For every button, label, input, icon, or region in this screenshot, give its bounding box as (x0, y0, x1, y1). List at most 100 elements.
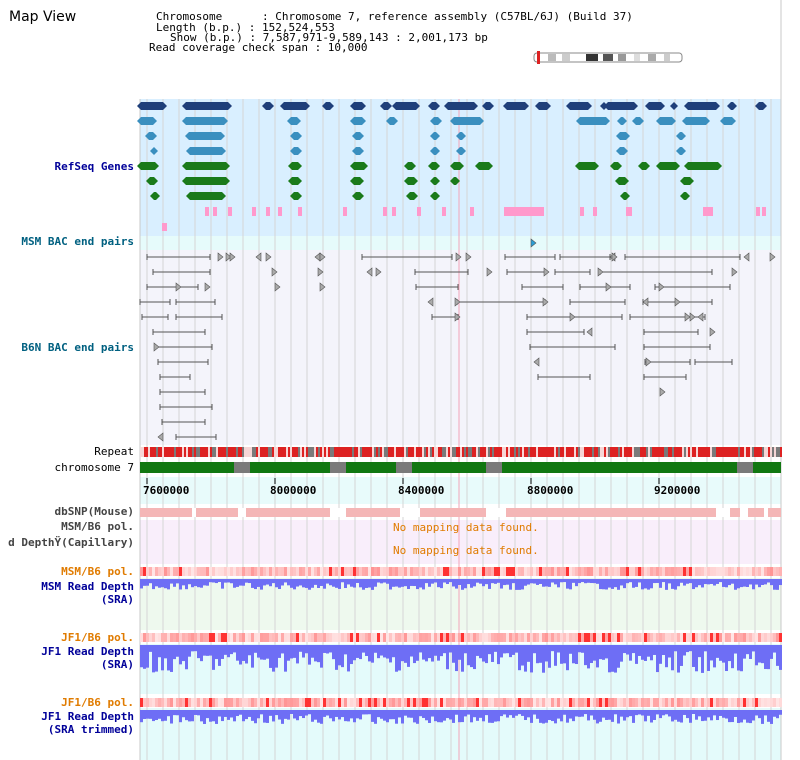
bac-end-marker (317, 267, 324, 277)
read-depth-bar (350, 579, 353, 587)
polymorphism-cell (140, 567, 143, 576)
polymorphism-cell (161, 698, 164, 707)
polymorphism-cell (170, 567, 173, 576)
chromosome-band (603, 54, 613, 61)
read-depth-bar (302, 579, 305, 588)
read-depth-bar (176, 645, 179, 657)
polymorphism-cell (257, 633, 260, 642)
polymorphism-cell (437, 567, 440, 576)
refseq-gene (350, 162, 368, 170)
read-depth-bar (530, 710, 533, 723)
polymorphism-cell (656, 633, 659, 642)
polymorphism-cell (674, 698, 677, 707)
read-depth-bar (740, 645, 743, 672)
polymorphism-cell (605, 698, 608, 707)
repeat-segment (318, 447, 320, 457)
polymorphism-cell (296, 633, 299, 642)
track-label-refseq[interactable]: RefSeq Genes (54, 160, 134, 173)
read-depth-bar (692, 710, 695, 715)
polymorphism-cell (590, 633, 593, 642)
repeat-segment (146, 447, 148, 457)
polymorphism-cell (347, 633, 350, 642)
read-depth-bar (617, 710, 620, 724)
track-label-msm-depth[interactable]: MSM Read Depth (41, 580, 134, 593)
read-depth-bar (587, 710, 590, 721)
read-depth-bar (314, 710, 317, 720)
polymorphism-cell (452, 698, 455, 707)
polymorphism-cell (362, 698, 365, 707)
repeat-segment (406, 447, 408, 457)
repeat-segment (320, 447, 322, 457)
read-depth-bar (611, 710, 614, 722)
refseq-gene (404, 177, 418, 185)
track-label-jf1-depth[interactable]: JF1 Read Depth (41, 645, 134, 658)
refseq-gene (186, 147, 226, 155)
read-depth-bar (185, 579, 188, 590)
polymorphism-cell (770, 567, 773, 576)
read-depth-bar (731, 710, 734, 723)
repeat-segment (742, 447, 744, 457)
polymorphism-cell (278, 567, 281, 576)
track-label-jf1-b6-pol[interactable]: JF1/B6 pol. (61, 631, 134, 644)
read-depth-bar (668, 710, 671, 717)
repeat-segment (680, 447, 682, 457)
track-label-jf1-depth-2[interactable]: JF1 Read Depth (41, 710, 134, 723)
read-depth-bar (743, 710, 746, 720)
polymorphism-cell (620, 633, 623, 642)
refseq-gene (676, 147, 686, 155)
polymorphism-cell (458, 567, 461, 576)
read-depth-bar (386, 579, 389, 584)
track-label-dbsnp[interactable]: dbSNP(Mouse) (54, 505, 134, 518)
track-label-msm-bac[interactable]: MSM BAC end pairs (21, 235, 134, 248)
track-label-b6n-bac[interactable]: B6N BAC end pairs (21, 341, 134, 354)
repeat-segment (592, 447, 594, 457)
polymorphism-cell (698, 567, 701, 576)
track-label-depth-capillary[interactable]: d DepthŸ(Capillary) (8, 536, 134, 549)
repeat-segment (598, 447, 600, 457)
read-depth-bar (644, 645, 647, 661)
dbsnp-gap (400, 508, 420, 517)
refseq-gene (727, 102, 737, 110)
track-label-msm-b6-pol-2[interactable]: MSM/B6 pol. (61, 565, 134, 578)
read-depth-bar (707, 645, 710, 671)
read-depth-bar (362, 710, 365, 715)
read-depth-bar (539, 579, 542, 584)
read-depth-bar (371, 645, 374, 663)
polymorphism-cell (155, 567, 158, 576)
track-label-jf1-b6-pol-2[interactable]: JF1/B6 pol. (61, 696, 134, 709)
read-depth-bar (716, 579, 719, 584)
read-depth-bar (683, 710, 686, 715)
read-depth-bar (572, 579, 575, 583)
polymorphism-cell (596, 698, 599, 707)
polymorphism-cell (188, 698, 191, 707)
polymorphism-cell (488, 567, 491, 576)
repeat-segment (336, 447, 338, 457)
polymorphism-cell (680, 567, 683, 576)
polymorphism-cell (434, 633, 437, 642)
polymorphism-cell (140, 698, 143, 707)
track-label-msm-b6-pol[interactable]: MSM/B6 pol. (61, 520, 134, 533)
polymorphism-cell (593, 633, 596, 642)
polymorphism-cell (371, 633, 374, 642)
repeat-segment (188, 447, 190, 457)
polymorphism-cell (614, 698, 617, 707)
repeat-segment (658, 447, 660, 457)
polymorphism-cell (443, 698, 446, 707)
read-depth-bar (590, 645, 593, 664)
read-depth-bar (365, 579, 368, 588)
repeat-segment (634, 447, 636, 457)
repeat-segment (234, 447, 236, 457)
polymorphism-cell (767, 698, 770, 707)
read-depth-bar (710, 710, 713, 721)
read-depth-bar (638, 645, 641, 656)
read-depth-bar (311, 645, 314, 658)
refseq-gene (616, 147, 628, 155)
read-depth-bar (269, 710, 272, 716)
polymorphism-cell (284, 698, 287, 707)
read-depth-bar (554, 645, 557, 666)
polymorphism-cell (503, 698, 506, 707)
polymorphism-cell (287, 567, 290, 576)
polymorphism-cell (464, 567, 467, 576)
polymorphism-cell (614, 633, 617, 642)
